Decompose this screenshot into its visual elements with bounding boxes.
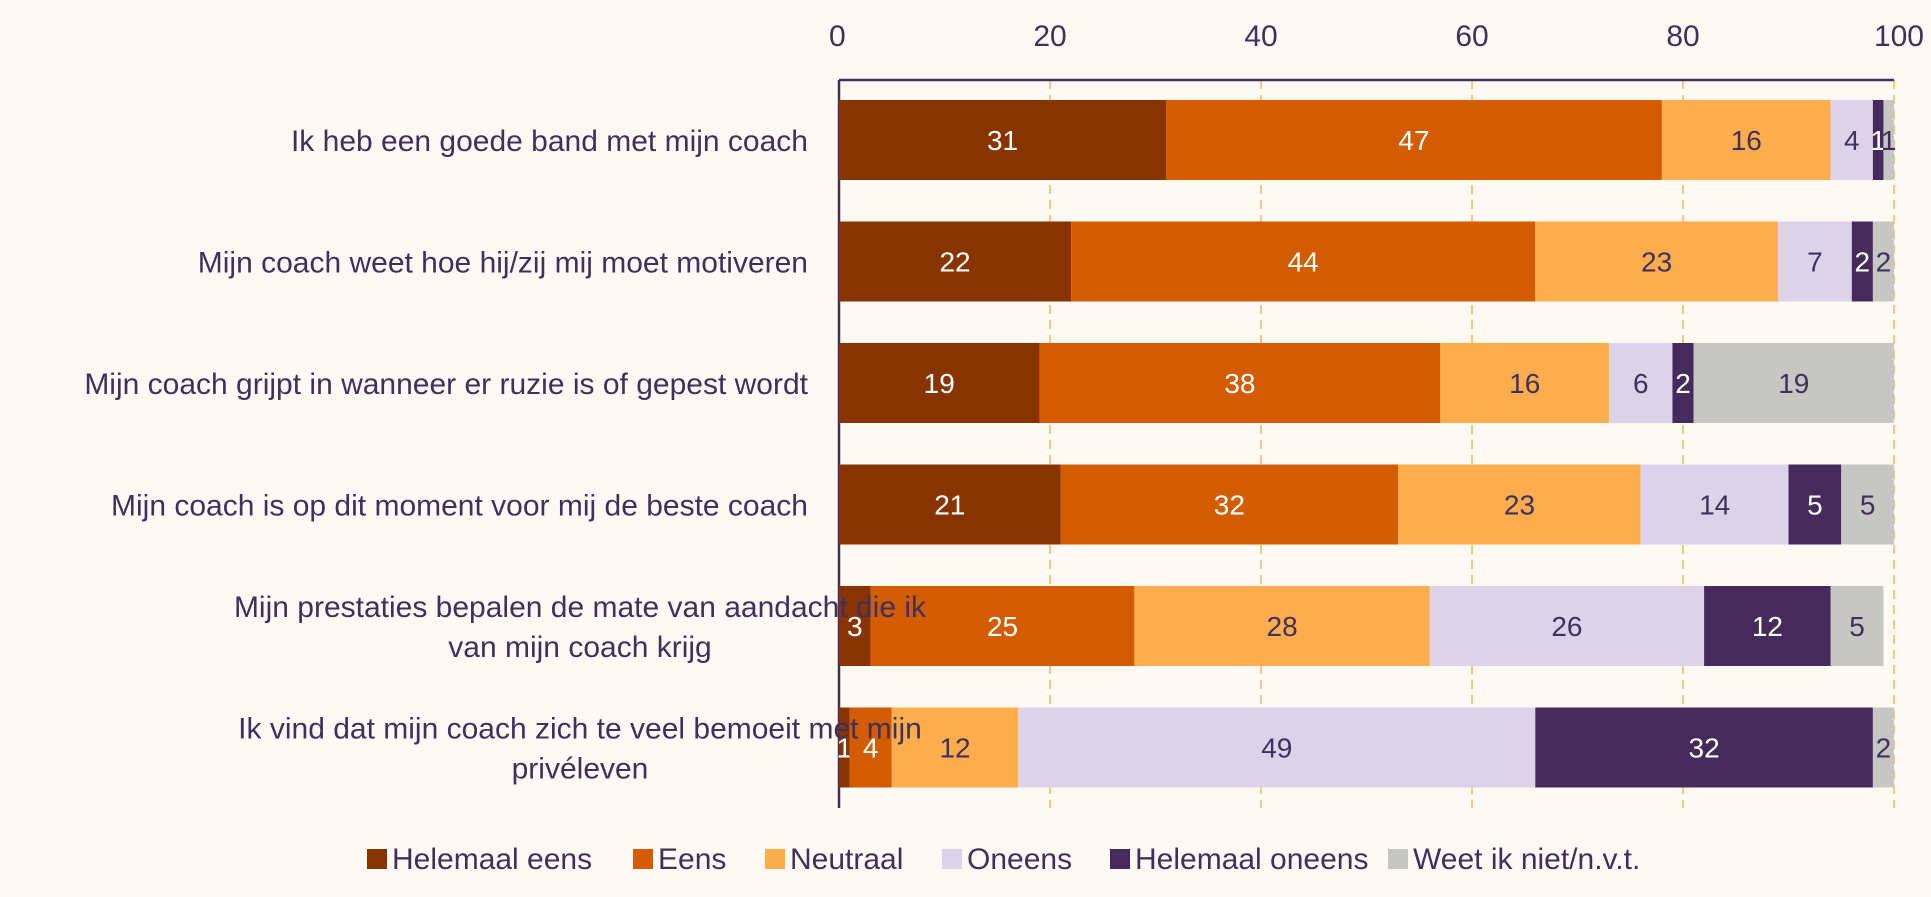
- data-label: 6: [1633, 368, 1649, 399]
- data-label: 14: [1699, 490, 1730, 521]
- bar-segment: [839, 707, 850, 788]
- legend-swatch: [633, 849, 653, 869]
- bar-segment: [1429, 586, 1705, 666]
- data-label: 1: [1881, 125, 1897, 156]
- data-label: 49: [1261, 733, 1292, 764]
- data-label: 1: [1870, 125, 1886, 156]
- bar-segment: [1440, 343, 1610, 423]
- bar-segment: [1872, 100, 1884, 180]
- bar-segment: [1841, 464, 1894, 545]
- x-tick-label: 60: [1455, 20, 1488, 53]
- data-label: 4: [863, 733, 879, 764]
- data-label: 5: [1807, 490, 1823, 521]
- data-label: 19: [1778, 368, 1809, 399]
- legend-label: Neutraal: [790, 843, 903, 876]
- bar-segment: [839, 100, 1167, 180]
- bar-segment: [1661, 100, 1831, 180]
- legend-swatch: [1388, 849, 1408, 869]
- data-label: 5: [1860, 490, 1876, 521]
- bar-segment: [839, 586, 871, 666]
- x-tick-label: 40: [1244, 20, 1277, 53]
- bar-segment: [1788, 464, 1842, 545]
- x-tick-label: 0: [829, 20, 846, 53]
- bar-segment: [1872, 707, 1894, 788]
- bar-segment: [1071, 221, 1536, 302]
- data-label: 7: [1807, 247, 1823, 278]
- data-label: 26: [1551, 611, 1582, 642]
- legend-label: Oneens: [967, 843, 1072, 876]
- bar-segment: [1851, 221, 1873, 302]
- data-label: 32: [1689, 733, 1720, 764]
- bar-segment: [1693, 343, 1894, 423]
- data-label: 16: [1509, 368, 1540, 399]
- bar-segment: [1830, 586, 1884, 666]
- data-label: 23: [1641, 247, 1672, 278]
- data-label: 2: [1675, 368, 1691, 399]
- data-label: 38: [1224, 368, 1255, 399]
- data-label: 21: [934, 490, 965, 521]
- bar-segment: [1398, 464, 1641, 545]
- category-label: Mijn coach is op dit moment voor mij de …: [111, 490, 808, 523]
- bar-segment: [1535, 221, 1778, 302]
- data-label: 19: [924, 368, 955, 399]
- bar-segment: [1777, 221, 1852, 302]
- data-label: 12: [939, 733, 970, 764]
- bar-segment: [1883, 100, 1894, 180]
- category-label: Ik heb een goede band met mijn coach: [291, 125, 808, 158]
- bar-segment: [839, 343, 1040, 423]
- bar-segment: [1060, 464, 1399, 545]
- data-label: 1: [836, 733, 852, 764]
- x-tick-label: 20: [1033, 20, 1066, 53]
- category-label: Mijn prestaties bepalen de mate van aand…: [234, 591, 927, 664]
- category-label: Mijn coach grijpt in wanneer er ruzie is…: [84, 368, 808, 401]
- bar-segment: [1872, 221, 1894, 302]
- data-label: 25: [987, 611, 1018, 642]
- category-label: Mijn coach weet hoe hij/zij mij moet mot…: [198, 247, 808, 280]
- legend-swatch: [942, 849, 962, 869]
- data-label: 2: [1876, 733, 1892, 764]
- data-label: 2: [1876, 247, 1892, 278]
- bar-segment: [1609, 343, 1673, 423]
- legend-label: Weet ik niet/n.v.t.: [1413, 843, 1640, 876]
- bar-segment: [870, 586, 1135, 666]
- bar-segment: [1018, 707, 1536, 788]
- data-label: 12: [1752, 611, 1783, 642]
- bar-segment: [891, 707, 1019, 788]
- bar-segment: [1039, 343, 1441, 423]
- bar-segment: [839, 221, 1072, 302]
- x-tick-label: 80: [1666, 20, 1699, 53]
- legend-swatch: [765, 849, 785, 869]
- bar-segment: [1166, 100, 1662, 180]
- legend-swatch: [1110, 849, 1130, 869]
- bar-segment: [1704, 586, 1831, 666]
- bar-segment: [1640, 464, 1789, 545]
- data-label: 47: [1398, 125, 1429, 156]
- bar-segment: [849, 707, 892, 788]
- data-label: 5: [1849, 611, 1865, 642]
- bar-segment: [1134, 586, 1430, 666]
- x-tick-label: 100: [1874, 20, 1924, 53]
- data-label: 2: [1855, 247, 1871, 278]
- legend-swatch: [367, 849, 387, 869]
- legend-label: Eens: [658, 843, 726, 876]
- data-label: 23: [1504, 490, 1535, 521]
- category-label: Ik vind dat mijn coach zich te veel bemo…: [238, 713, 922, 786]
- data-label: 3: [847, 611, 863, 642]
- bar-segment: [1672, 343, 1694, 423]
- bar-segment: [1830, 100, 1873, 180]
- data-label: 31: [987, 125, 1018, 156]
- data-label: 28: [1267, 611, 1298, 642]
- bar-segment: [1535, 707, 1873, 788]
- data-label: 22: [939, 247, 970, 278]
- legend-label: Helemaal eens: [392, 843, 592, 876]
- data-label: 32: [1214, 490, 1245, 521]
- data-label: 16: [1731, 125, 1762, 156]
- legend-label: Helemaal oneens: [1135, 843, 1368, 876]
- data-label: 44: [1288, 247, 1319, 278]
- data-label: 4: [1844, 125, 1860, 156]
- bar-segment: [839, 464, 1061, 545]
